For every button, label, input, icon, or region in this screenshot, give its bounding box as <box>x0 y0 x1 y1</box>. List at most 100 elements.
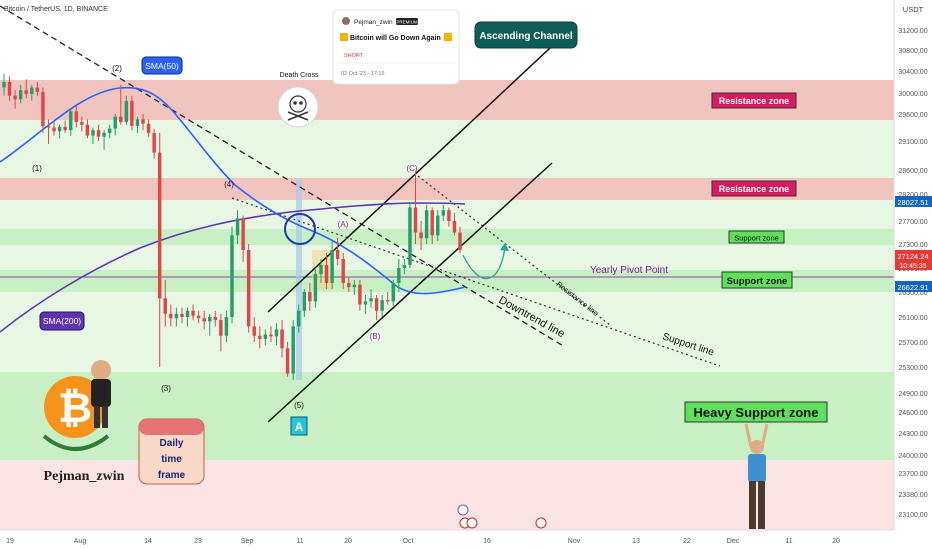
idea-card-bg <box>332 9 460 85</box>
branding-name: Pejman_zwin <box>44 469 125 484</box>
price-tick-label: 27300.00 <box>898 242 927 249</box>
support-zone-band-1 <box>0 229 894 245</box>
ascending-channel-text: Ascending Channel <box>479 31 573 42</box>
price-tick-label: 27700.00 <box>898 219 927 226</box>
candle-body <box>324 265 329 283</box>
time-tick-label: 13 <box>632 538 640 545</box>
time-tick-label: Nov <box>568 538 581 545</box>
candle-body <box>330 250 334 283</box>
candle-body <box>341 259 345 283</box>
time-tick-label: 16 <box>483 538 491 545</box>
price-tick-label: 29100.00 <box>898 139 927 146</box>
event-lightning-icon[interactable] <box>457 504 469 516</box>
time-axis: 19 Aug 14 23 Sep 11 20 Oct 16 Nov 13 22 Dec 11 20 <box>0 529 932 550</box>
lifting-man-icon <box>744 423 769 529</box>
projection-arrow <box>462 246 506 280</box>
time-tick-label: 23 <box>194 538 202 545</box>
time-tick-label: Dec <box>727 538 740 545</box>
candle-body <box>169 313 173 319</box>
candle-body <box>458 232 462 250</box>
candle-body <box>119 116 123 123</box>
event-flag-icon-2[interactable] <box>466 517 478 529</box>
avatar-leg-2 <box>102 406 108 428</box>
resistance-line <box>417 175 611 326</box>
idea-card[interactable]: Pejman_zwin PREMIUM Bitcoin will Go Down… <box>332 9 460 85</box>
price-tick-label: 26100.00 <box>898 315 927 322</box>
price-tag-lower-bg <box>895 281 932 292</box>
bitcoin-logo-circle <box>44 376 106 438</box>
bitcoin-symbol-icon: ₿ <box>58 384 92 431</box>
time-tick-label: 20 <box>832 538 840 545</box>
ascending-channel-label-bg <box>474 21 578 49</box>
candle-body <box>180 313 184 317</box>
candle-body <box>13 95 17 100</box>
zones-layer <box>0 80 894 530</box>
candle-body <box>263 334 268 339</box>
candle-body <box>91 130 95 136</box>
price-tag-last-bg <box>895 250 932 270</box>
heavy-support-label: Heavy Support zone <box>694 405 819 420</box>
bitcoin-logo-swoosh <box>42 434 110 451</box>
price-tag-upper-bg <box>895 196 932 207</box>
skull-eye-right <box>299 101 303 105</box>
candle-body <box>80 122 84 125</box>
projection-arrowhead <box>500 243 509 251</box>
candle-body <box>369 298 373 302</box>
timeframe-line-3: frame <box>158 470 186 481</box>
price-axis: USDT 31200.00 30800.00 30400.00 30000.00 296… <box>893 0 932 550</box>
sma50-line <box>0 86 466 295</box>
candle-body <box>358 284 362 305</box>
sma200-label: SMA(200) <box>43 316 81 326</box>
man-leg-left <box>749 481 756 529</box>
candle-body <box>302 292 307 311</box>
price-tick-label: 23380.00 <box>898 492 927 499</box>
man-head <box>750 440 764 454</box>
time-tick-label: 22 <box>683 538 691 545</box>
candle-body <box>2 82 6 88</box>
candle-body <box>24 90 28 95</box>
candle-body <box>430 210 434 236</box>
candle-body <box>424 210 429 239</box>
price-tick-label: 23700.00 <box>898 471 927 478</box>
idea-title: Bitcoin will Go Down Again <box>350 35 441 42</box>
bitcoin-logo: ₿ <box>42 376 110 451</box>
candle-body <box>308 292 312 302</box>
candle-body <box>274 329 279 337</box>
candle-body <box>219 320 223 336</box>
time-tick-label: 20 <box>344 538 352 545</box>
candle-body <box>397 268 401 283</box>
resistance-zone-label-1: Resistance zone <box>719 96 790 106</box>
candle-body <box>246 250 251 327</box>
candle-body <box>447 210 451 221</box>
support-zone-band-2 <box>0 270 894 292</box>
death-cross-label-bg <box>276 67 322 80</box>
warning-emoji-icon-2 <box>444 33 452 41</box>
candle-body <box>46 125 51 128</box>
candle-body <box>174 313 179 319</box>
candle-body <box>252 326 256 336</box>
support-zone-label-2-bg <box>721 271 793 289</box>
candle-body <box>157 152 162 299</box>
wave-label-5: (5) <box>294 401 304 410</box>
price-tick-label: 24300.00 <box>898 431 927 438</box>
candle-body <box>196 315 201 319</box>
support-zone-label-1-bg <box>728 230 785 244</box>
price-tick-label: 28600.00 <box>898 168 927 175</box>
candle-body <box>141 119 145 124</box>
resistance-zone-label-2: Resistance zone <box>719 184 790 194</box>
candle-body <box>385 300 390 302</box>
time-tick-label: Oct <box>403 538 414 545</box>
resistance-zone-label-2-bg <box>711 180 797 197</box>
sma50-label-bg <box>141 56 183 75</box>
candle-body <box>235 218 240 236</box>
pattern-letter-bg <box>290 416 308 436</box>
time-tick-label: 19 <box>6 538 14 545</box>
price-tag-lower: 26622.91 <box>897 283 928 292</box>
sma200-label-bg <box>39 311 85 331</box>
analyst-avatar-icon <box>91 360 111 428</box>
support-zone-label-1: Support zone <box>734 234 779 243</box>
event-flag-icon-3[interactable] <box>535 517 547 529</box>
price-ticks: 31200.00 30800.00 30400.00 30000.00 29600.00… <box>898 28 927 519</box>
candle-body <box>102 132 106 137</box>
